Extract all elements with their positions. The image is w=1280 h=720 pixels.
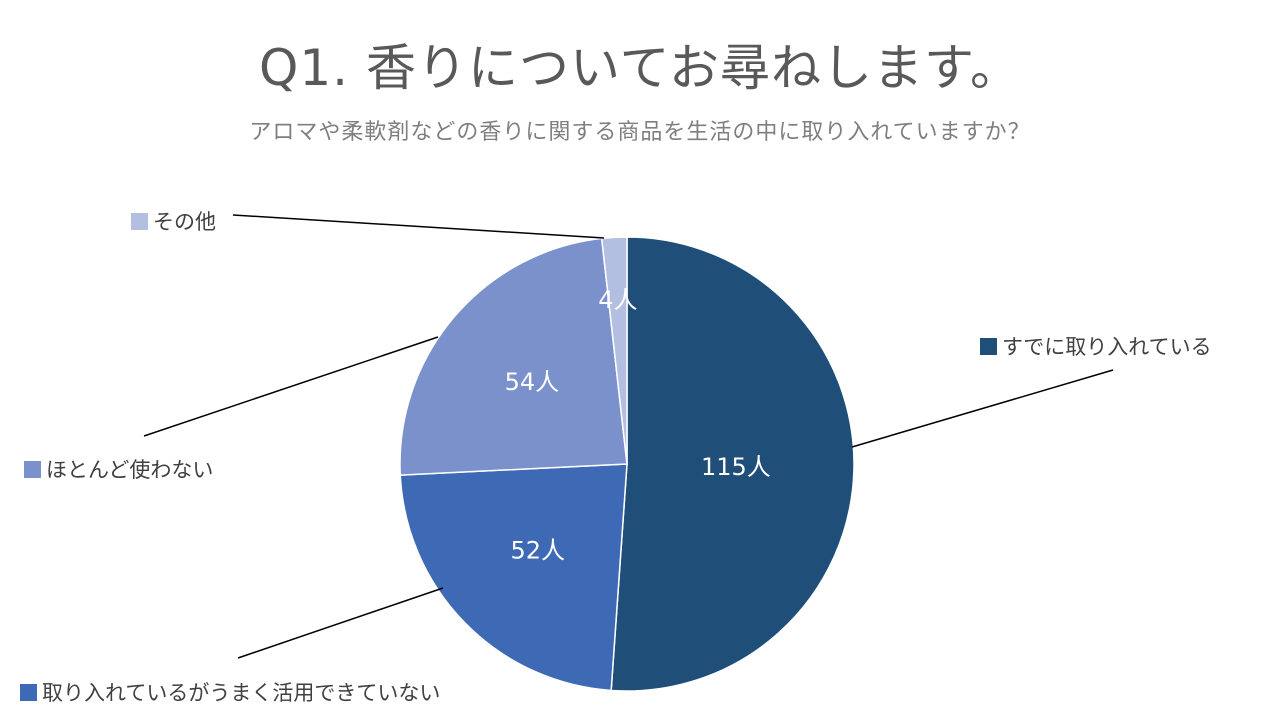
- legend-item-other: その他: [131, 206, 216, 236]
- legend-label: ほとんど使わない: [46, 458, 214, 482]
- legend-label: その他: [153, 210, 216, 234]
- legend-item-not-utilizing: 取り入れているがうまく活用できていない: [20, 677, 440, 707]
- leader-line: [851, 369, 1114, 448]
- leader-line: [232, 214, 605, 239]
- leader-line: [237, 587, 444, 659]
- legend-swatch: [131, 212, 148, 230]
- slice-already-using: [610, 236, 855, 692]
- legend-swatch: [24, 460, 41, 478]
- data-label: 52人: [511, 536, 566, 564]
- legend-item-already-using: すでに取り入れている: [980, 331, 1212, 361]
- slice-not-utilizing: [399, 463, 628, 692]
- legend-label: 取り入れているがうまく活用できていない: [42, 681, 441, 705]
- data-label: 115人: [701, 453, 771, 481]
- data-label: 4人: [598, 286, 637, 314]
- legend-label: すでに取り入れている: [1002, 335, 1212, 359]
- slice-rarely-use: [399, 237, 628, 476]
- chart-subtitle: アロマや柔軟剤などの香りに関する商品を生活の中に取り入れていますか？: [249, 120, 1031, 145]
- leader-line: [143, 336, 439, 437]
- chart-title: Q1. 香りについてお尋ねします。: [259, 39, 1021, 97]
- legend-item-rarely-use: ほとんど使わない: [24, 454, 213, 484]
- data-label: 54人: [505, 368, 560, 396]
- legend-swatch: [20, 683, 37, 701]
- legend-swatch: [980, 337, 997, 355]
